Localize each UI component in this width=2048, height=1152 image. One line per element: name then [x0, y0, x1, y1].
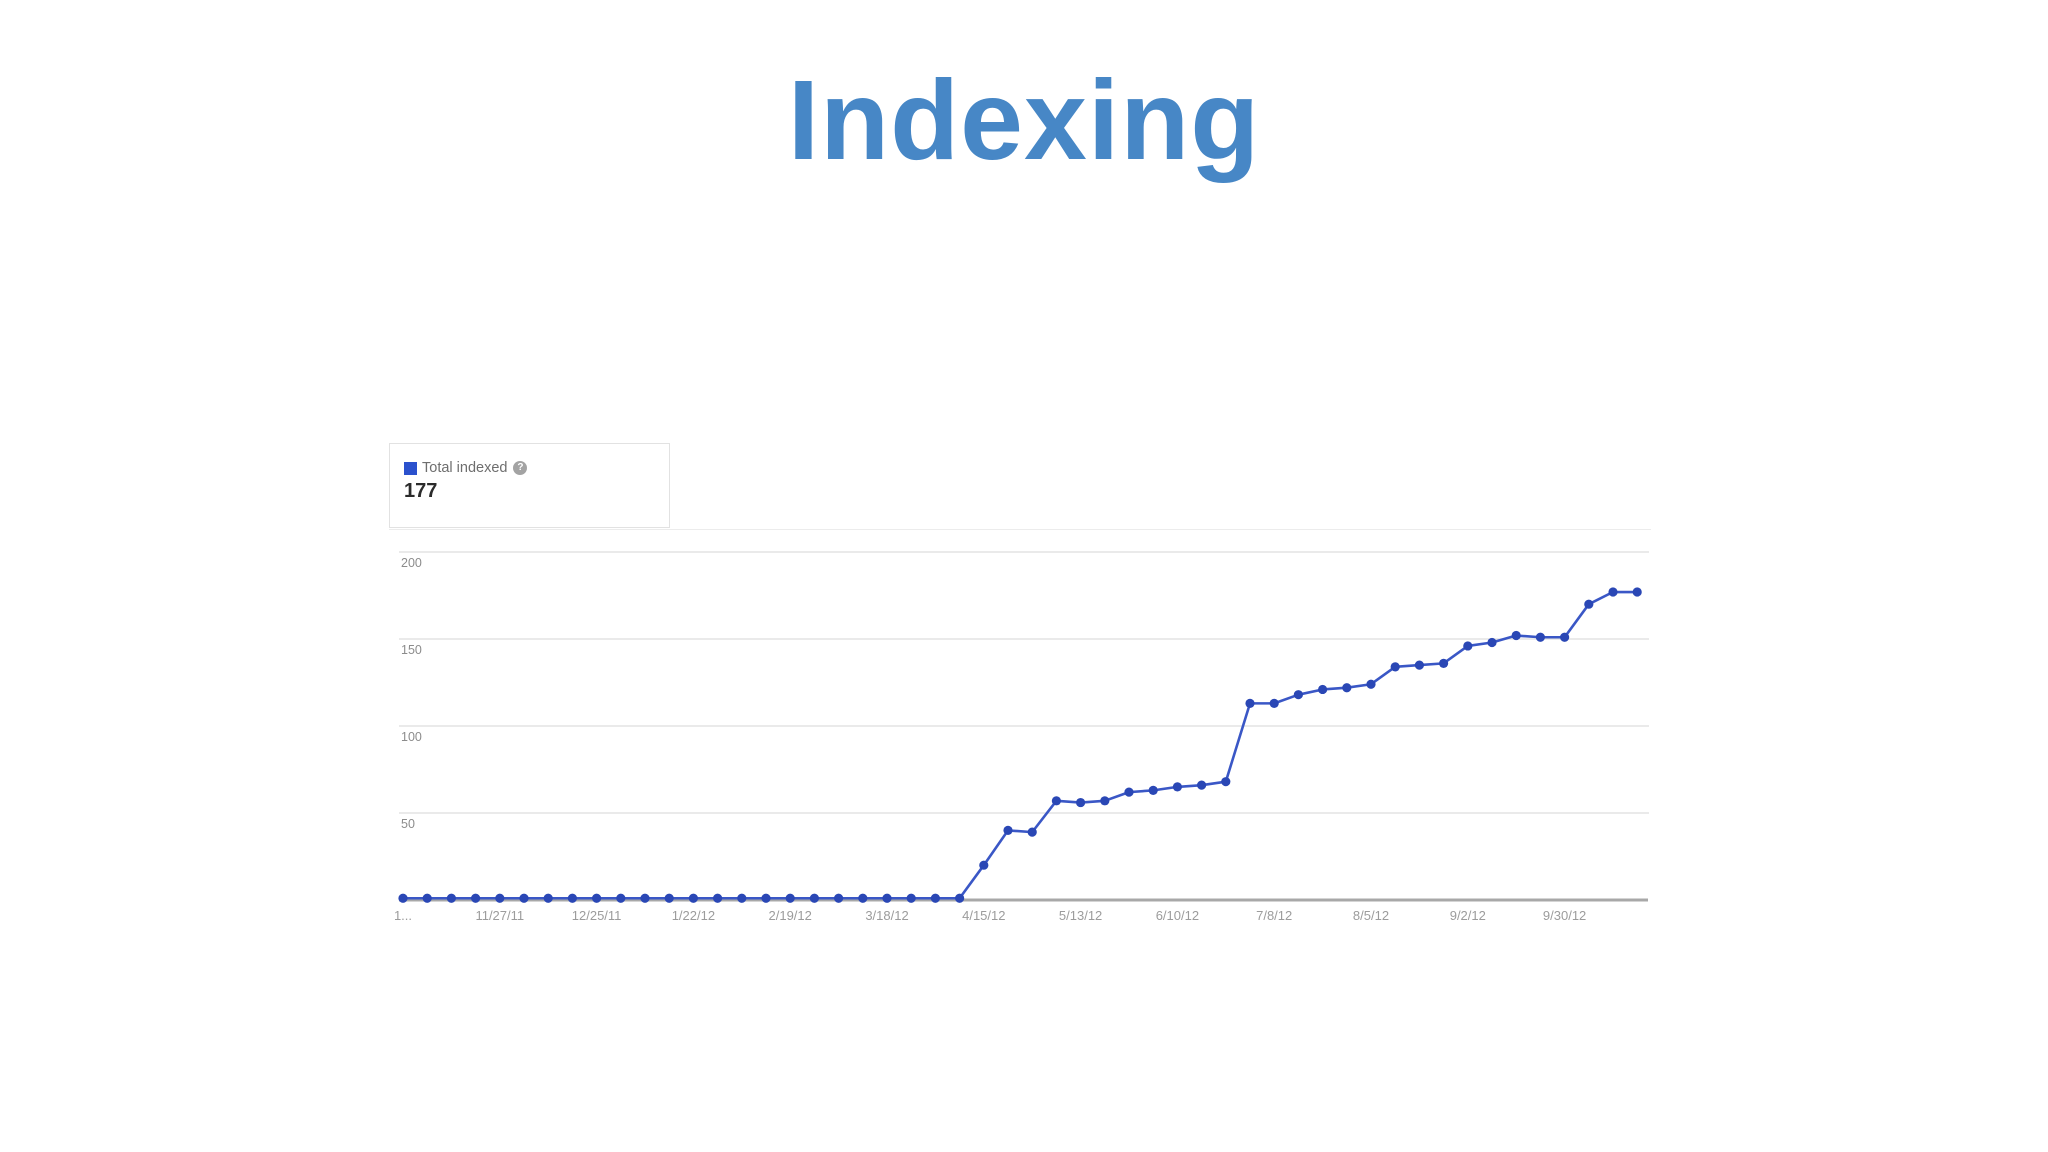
data-point[interactable]	[1535, 632, 1545, 642]
index-status-chart-panel: Total indexed ? 177 50 100 150 200 1... 11/27…	[389, 443, 1651, 943]
data-point[interactable]	[543, 893, 553, 903]
data-point[interactable]	[1366, 679, 1376, 689]
data-point[interactable]	[640, 893, 650, 903]
data-point[interactable]	[592, 893, 602, 903]
data-point[interactable]	[785, 893, 795, 903]
data-point[interactable]	[1245, 698, 1255, 708]
data-point[interactable]	[930, 893, 941, 903]
data-point[interactable]	[809, 893, 819, 903]
data-point[interactable]	[1124, 787, 1134, 797]
data-point[interactable]	[713, 893, 723, 903]
y-axis-tick-label: 200	[401, 556, 422, 570]
data-point[interactable]	[1560, 632, 1570, 642]
help-icon[interactable]: ?	[513, 461, 528, 475]
x-axis-tick-label: 4/15/12	[962, 908, 1005, 923]
data-point[interactable]	[1197, 780, 1207, 790]
y-axis-tick-label: 50	[401, 817, 415, 831]
data-point[interactable]	[1076, 797, 1086, 808]
data-point[interactable]	[737, 893, 747, 903]
data-point[interactable]	[664, 893, 674, 903]
data-point[interactable]	[1221, 777, 1231, 787]
data-point[interactable]	[1608, 587, 1618, 597]
legend-box: Total indexed ? 177	[389, 443, 670, 528]
series-color-swatch	[404, 461, 417, 475]
data-point[interactable]	[1293, 690, 1303, 700]
data-point[interactable]	[688, 893, 698, 903]
x-axis-tick-label: 3/18/12	[865, 908, 908, 923]
data-point[interactable]	[858, 893, 868, 903]
legend-plot-divider	[389, 529, 1651, 530]
x-axis-tick-label: 6/10/12	[1156, 908, 1199, 923]
x-axis-tick-label: 1...	[394, 908, 412, 923]
data-point[interactable]	[398, 893, 408, 903]
data-point[interactable]	[1390, 662, 1400, 672]
page-title: Indexing	[787, 57, 1261, 183]
x-axis-tick-label: 8/5/12	[1353, 908, 1389, 923]
data-point[interactable]	[1511, 630, 1521, 641]
data-point[interactable]	[1318, 684, 1328, 695]
y-axis-tick-label: 100	[401, 730, 422, 744]
data-point[interactable]	[1269, 698, 1279, 708]
data-point[interactable]	[495, 893, 505, 903]
data-point[interactable]	[1051, 796, 1061, 806]
data-point[interactable]	[519, 893, 529, 903]
data-point[interactable]	[1172, 782, 1182, 792]
data-point[interactable]	[906, 893, 916, 903]
data-point[interactable]	[1463, 641, 1473, 651]
x-axis-tick-label: 9/30/12	[1543, 908, 1586, 923]
data-point[interactable]	[422, 893, 432, 903]
x-axis-tick-label: 2/19/12	[769, 908, 812, 923]
data-point[interactable]	[1100, 796, 1110, 806]
series-line	[403, 590, 1638, 900]
data-point[interactable]	[1148, 785, 1158, 795]
legend-row: Total indexed ?	[404, 460, 655, 476]
data-point[interactable]	[1003, 825, 1013, 835]
y-axis-tick-label: 150	[401, 643, 422, 657]
data-point[interactable]	[471, 893, 481, 903]
data-point[interactable]	[1027, 827, 1037, 837]
data-point[interactable]	[882, 893, 892, 903]
legend-label: Total indexed	[422, 460, 508, 476]
x-axis-tick-label: 11/27/11	[475, 908, 524, 923]
data-point[interactable]	[979, 860, 989, 870]
line-chart-plot: 50 100 150 200 1... 11/27/11 12/25/11 1/22/12 2/…	[394, 551, 1649, 923]
data-point[interactable]	[1414, 660, 1424, 670]
x-axis-tick-label: 9/2/12	[1450, 908, 1486, 923]
data-point[interactable]	[1439, 658, 1449, 668]
data-point[interactable]	[955, 893, 965, 903]
data-point[interactable]	[446, 893, 456, 903]
data-point[interactable]	[616, 893, 626, 903]
data-point[interactable]	[761, 893, 771, 903]
x-axis-tick-label: 1/22/12	[672, 908, 715, 923]
data-point[interactable]	[567, 893, 577, 903]
x-axis-tick-label: 7/8/12	[1256, 908, 1292, 923]
data-point[interactable]	[834, 893, 844, 903]
x-axis-tick-label: 5/13/12	[1059, 908, 1102, 923]
legend-value: 177	[404, 480, 438, 502]
data-point[interactable]	[1342, 683, 1352, 693]
data-point[interactable]	[1584, 599, 1594, 609]
data-point[interactable]	[1632, 587, 1642, 597]
data-point[interactable]	[1487, 637, 1497, 648]
x-axis-tick-label: 12/25/11	[572, 908, 622, 923]
